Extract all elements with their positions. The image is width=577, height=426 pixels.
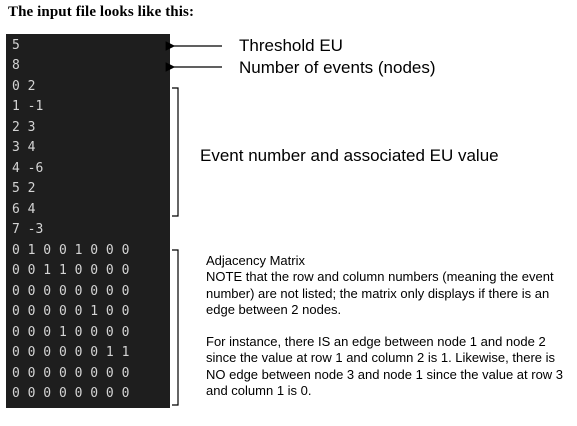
file-line-event: 7 -3 [12, 222, 44, 237]
file-line-event: 4 -6 [12, 161, 44, 176]
file-line-num-events: 8 [12, 58, 20, 73]
adjacency-note: NOTE that the row and column numbers (me… [206, 269, 554, 317]
adjacency-bracket [172, 249, 179, 406]
file-line-event: 0 2 [12, 79, 36, 94]
file-line-matrix-row: 0 0 0 0 0 0 0 0 [12, 284, 130, 299]
num-events-label: Number of events (nodes) [239, 58, 436, 77]
file-line-matrix-row: 0 0 1 1 0 0 0 0 [12, 263, 130, 278]
threshold-label: Threshold EU [239, 36, 343, 55]
file-line-threshold: 5 [12, 38, 20, 53]
file-line-event: 3 4 [12, 140, 36, 155]
file-line-event: 5 2 [12, 181, 36, 196]
file-line-matrix-row: 0 0 0 0 0 0 1 1 [12, 345, 130, 360]
file-line-matrix-row: 0 0 0 0 0 0 0 0 [12, 386, 130, 401]
event-eu-bracket [172, 87, 179, 217]
file-line-matrix-row: 0 0 0 1 0 0 0 0 [12, 325, 130, 340]
file-line-matrix-row: 0 0 0 0 0 1 0 0 [12, 304, 130, 319]
input-file-view: 5 8 0 2 1 -1 2 3 3 4 4 -6 5 2 6 4 7 -3 0… [6, 34, 170, 408]
adjacency-example: For instance, there IS an edge between n… [206, 334, 564, 399]
file-line-event: 1 -1 [12, 99, 44, 114]
file-line-matrix-row: 0 0 0 0 0 0 0 0 [12, 366, 130, 381]
page-heading: The input file looks like this: [8, 4, 195, 20]
file-line-event: 6 4 [12, 202, 36, 217]
adjacency-title: Adjacency Matrix [206, 253, 305, 268]
file-line-matrix-row: 0 1 0 0 1 0 0 0 [12, 243, 130, 258]
adjacency-description: Adjacency Matrix NOTE that the row and c… [206, 253, 572, 399]
file-line-event: 2 3 [12, 120, 36, 135]
event-eu-label: Event number and associated EU value [200, 146, 499, 165]
